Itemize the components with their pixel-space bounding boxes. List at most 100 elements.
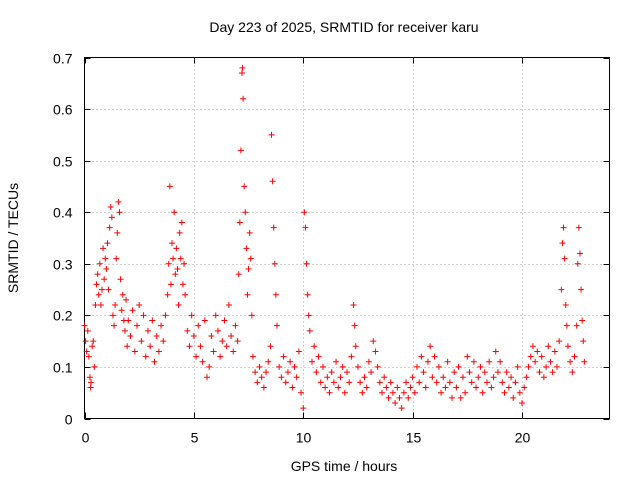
data-point <box>563 322 570 329</box>
data-point <box>351 322 358 329</box>
x-tick-label: 5 <box>191 430 199 446</box>
data-point <box>149 317 156 324</box>
data-point <box>569 369 576 376</box>
data-point <box>309 358 315 365</box>
data-point <box>171 209 178 216</box>
data-point <box>93 281 100 288</box>
data-point <box>169 240 175 247</box>
data-point <box>405 394 412 401</box>
data-point <box>538 353 545 360</box>
data-point <box>521 384 528 391</box>
data-point <box>368 369 375 376</box>
data-point <box>431 353 438 360</box>
data-point <box>418 353 425 360</box>
data-point <box>298 389 305 396</box>
data-point <box>295 348 302 355</box>
data-point <box>254 379 261 386</box>
data-point <box>167 281 174 288</box>
data-point <box>102 255 109 262</box>
data-point <box>184 327 191 334</box>
data-point <box>87 384 94 391</box>
data-point <box>263 369 270 376</box>
data-point <box>116 209 123 216</box>
data-point <box>99 286 105 293</box>
data-point <box>188 312 195 319</box>
data-point <box>136 302 143 309</box>
data-point <box>333 358 340 365</box>
data-point <box>303 260 310 267</box>
data-point <box>301 209 308 216</box>
data-point <box>258 374 265 381</box>
data-point <box>243 245 250 252</box>
data-point <box>479 389 486 396</box>
data-point <box>317 379 324 386</box>
data-point <box>182 291 189 298</box>
data-point <box>335 384 342 391</box>
data-point <box>370 338 377 345</box>
y-tick-label: 0 <box>65 412 73 428</box>
data-point <box>300 405 307 412</box>
data-point <box>236 219 243 226</box>
data-point <box>475 374 482 381</box>
data-point <box>164 291 171 298</box>
data-point <box>232 322 239 329</box>
data-point <box>248 312 255 319</box>
data-point <box>289 384 296 391</box>
data-point <box>551 348 558 355</box>
data-point <box>328 369 335 376</box>
data-point <box>293 374 300 381</box>
data-point <box>503 369 510 376</box>
data-point <box>532 358 539 365</box>
x-tick-label: 15 <box>406 430 422 446</box>
data-point <box>129 307 136 314</box>
x-tick-label: 10 <box>296 430 312 446</box>
data-point <box>268 131 275 138</box>
data-point <box>400 389 407 396</box>
data-point <box>477 363 484 370</box>
data-point <box>514 363 521 370</box>
data-point <box>282 379 289 386</box>
data-point <box>306 327 313 334</box>
data-point <box>278 374 285 381</box>
y-tick-label: 0.4 <box>53 205 73 221</box>
data-point <box>414 363 420 370</box>
data-point <box>124 343 131 350</box>
data-point <box>217 353 224 360</box>
data-point <box>280 353 287 360</box>
data-point <box>219 338 226 345</box>
data-point <box>352 343 359 350</box>
data-point <box>560 224 567 231</box>
data-point <box>527 353 534 360</box>
data-point <box>147 343 154 350</box>
data-point <box>245 265 252 272</box>
data-point <box>464 353 471 360</box>
data-point <box>119 291 126 298</box>
data-point <box>225 302 232 309</box>
data-point <box>556 338 563 345</box>
data-point <box>176 229 183 236</box>
data-point <box>440 374 447 381</box>
data-point <box>107 204 114 211</box>
data-point <box>508 374 515 381</box>
data-point <box>123 296 130 303</box>
data-point <box>190 332 197 339</box>
data-point <box>442 384 449 391</box>
data-point <box>525 363 532 370</box>
data-point <box>398 405 405 412</box>
data-point <box>186 343 193 350</box>
data-point <box>337 374 344 381</box>
data-point <box>394 384 401 391</box>
data-point <box>387 379 394 386</box>
data-point <box>265 358 272 365</box>
data-point <box>140 312 147 319</box>
data-point <box>267 343 274 350</box>
data-point <box>214 327 221 334</box>
data-point <box>269 178 276 185</box>
data-point <box>256 363 263 370</box>
data-point <box>274 322 280 329</box>
data-point <box>160 338 167 345</box>
data-point <box>228 332 235 339</box>
data-point <box>403 379 410 386</box>
data-point <box>138 338 145 345</box>
data-point <box>381 374 388 381</box>
